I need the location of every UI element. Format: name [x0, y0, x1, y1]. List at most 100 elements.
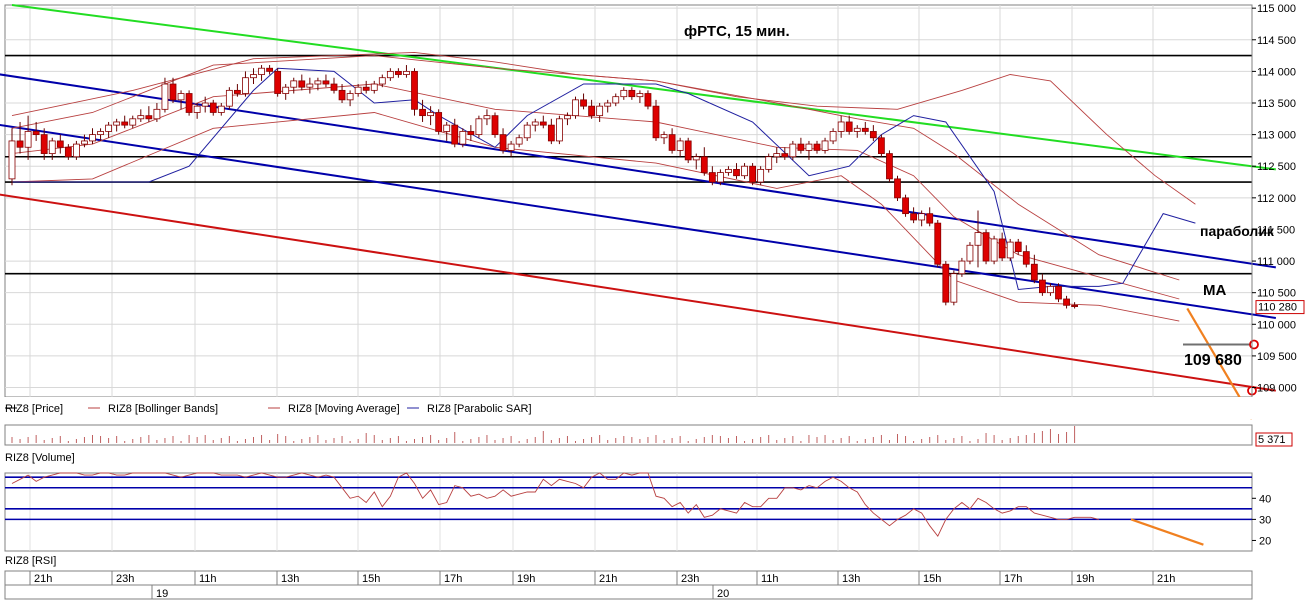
candle-down — [684, 140, 692, 161]
candle-down — [652, 105, 660, 139]
time-tick-label: 13h — [281, 573, 299, 585]
candle-up — [853, 127, 861, 132]
candle-down — [1022, 251, 1030, 265]
volume-frame — [4, 424, 1253, 446]
candle-up — [161, 83, 169, 110]
candle-down — [1039, 279, 1046, 294]
candle-down — [499, 134, 507, 151]
candle-up — [523, 124, 531, 139]
candle-up — [636, 93, 644, 98]
candle-down — [628, 89, 636, 98]
annotations: фРТС, 15 мин. параболик MA 109 680 — [684, 23, 1275, 369]
candle-up — [531, 121, 539, 126]
time-tick-label: 13h — [842, 573, 860, 585]
time-axis-row2 — [4, 584, 1253, 600]
time-axis-row1 — [4, 570, 1253, 586]
candle-up — [290, 80, 298, 88]
time-tick-label: 15h — [362, 573, 380, 585]
candle-up — [97, 131, 104, 136]
candle-down — [861, 127, 869, 132]
candle-down — [435, 112, 443, 132]
bollinger-wide — [11, 51, 1196, 205]
target-label: 109 680 — [1184, 352, 1242, 369]
candle-down — [580, 99, 587, 107]
candle-down — [1055, 285, 1062, 300]
candle-down — [894, 178, 901, 199]
trend-line-green — [11, 4, 1276, 171]
candle-up — [306, 83, 314, 88]
time-tick-label: 11h — [199, 573, 217, 585]
candle-up — [403, 70, 410, 75]
candle-up — [556, 118, 563, 142]
candle-down — [411, 70, 418, 110]
candle-up — [201, 102, 209, 107]
candle-down — [121, 121, 129, 126]
candle-up — [89, 134, 96, 142]
candle-up — [378, 77, 386, 85]
bollinger-lower — [11, 112, 1180, 322]
candle-up — [48, 140, 56, 154]
price-tick-label: 110 000 — [1257, 319, 1296, 331]
candle-up — [483, 115, 491, 120]
candle-up — [741, 165, 748, 177]
candle-up — [950, 273, 958, 303]
time-tick-label: 23h — [116, 573, 134, 585]
candle-down — [451, 124, 459, 145]
time-tick-label: 21h — [599, 573, 617, 585]
candle-up — [966, 244, 974, 262]
candle-up — [443, 124, 451, 132]
candle-down — [394, 70, 402, 75]
legend-entry: RIZ8 [Bollinger Bands] — [108, 403, 218, 415]
candle-down — [539, 121, 547, 126]
candle-down — [886, 153, 893, 180]
price-tick-label: 109 000 — [1257, 383, 1297, 395]
price-tick-label: 109 500 — [1257, 351, 1297, 363]
candle-up — [789, 143, 797, 158]
candle-up — [958, 260, 966, 275]
candle-up — [475, 118, 483, 136]
candle-down — [845, 121, 853, 132]
annotation-parabolic: параболик — [1200, 223, 1275, 239]
rsi-tick-label: 40 — [1259, 493, 1271, 505]
candle-up — [515, 137, 523, 145]
rsi-frame — [4, 472, 1253, 552]
candle-up — [81, 140, 88, 145]
candle-up — [725, 168, 732, 173]
candle-down — [145, 115, 153, 120]
rsi-title: RIZ8 [RSI] — [5, 555, 56, 567]
price-axis: 109 000 109 500 110 000 110 500 111 000 111 5… — [1251, 3, 1305, 397]
candle-down — [64, 146, 72, 158]
candle-down — [869, 131, 877, 139]
price-tick-label: 111 000 — [1257, 256, 1295, 268]
candle-down — [1071, 304, 1078, 307]
price-tick-label: 110 500 — [1257, 288, 1296, 300]
candle-up — [193, 105, 201, 113]
candle-down — [169, 83, 177, 101]
candle-down — [16, 140, 24, 148]
candle-up — [507, 143, 515, 151]
candle-down — [56, 140, 64, 148]
candle-up — [773, 153, 781, 158]
time-tick-label: 11h — [761, 573, 779, 585]
candle-up — [113, 121, 121, 126]
price-tick-label: 114 500 — [1257, 35, 1296, 47]
candle-up — [829, 131, 837, 142]
candle-up — [137, 115, 145, 120]
target-marker — [1249, 339, 1259, 350]
candle-up — [8, 140, 16, 180]
candle-down — [209, 102, 217, 113]
candle-up — [837, 121, 845, 132]
price-tick-label: 112 000 — [1257, 193, 1296, 205]
candle-down — [813, 143, 821, 151]
time-tick-label: 19h — [517, 573, 535, 585]
rsi-projection — [1130, 518, 1204, 546]
candle-up — [990, 238, 998, 262]
legend: RIZ8 [Price] RIZ8 [Bollinger Bands] RIZ8 [… — [0, 397, 1307, 419]
candle-up — [250, 74, 257, 79]
time-axis: 21h 23h 11h 13h 15h 17h 19h 21h 23h 11h 13h 15h 17h 1… — [4, 570, 1253, 600]
candle-down — [274, 70, 282, 94]
legend-entry: RIZ8 [Parabolic SAR] — [427, 403, 532, 415]
candle-down — [998, 238, 1006, 259]
candle-down — [781, 153, 789, 158]
candle-up — [757, 168, 765, 183]
